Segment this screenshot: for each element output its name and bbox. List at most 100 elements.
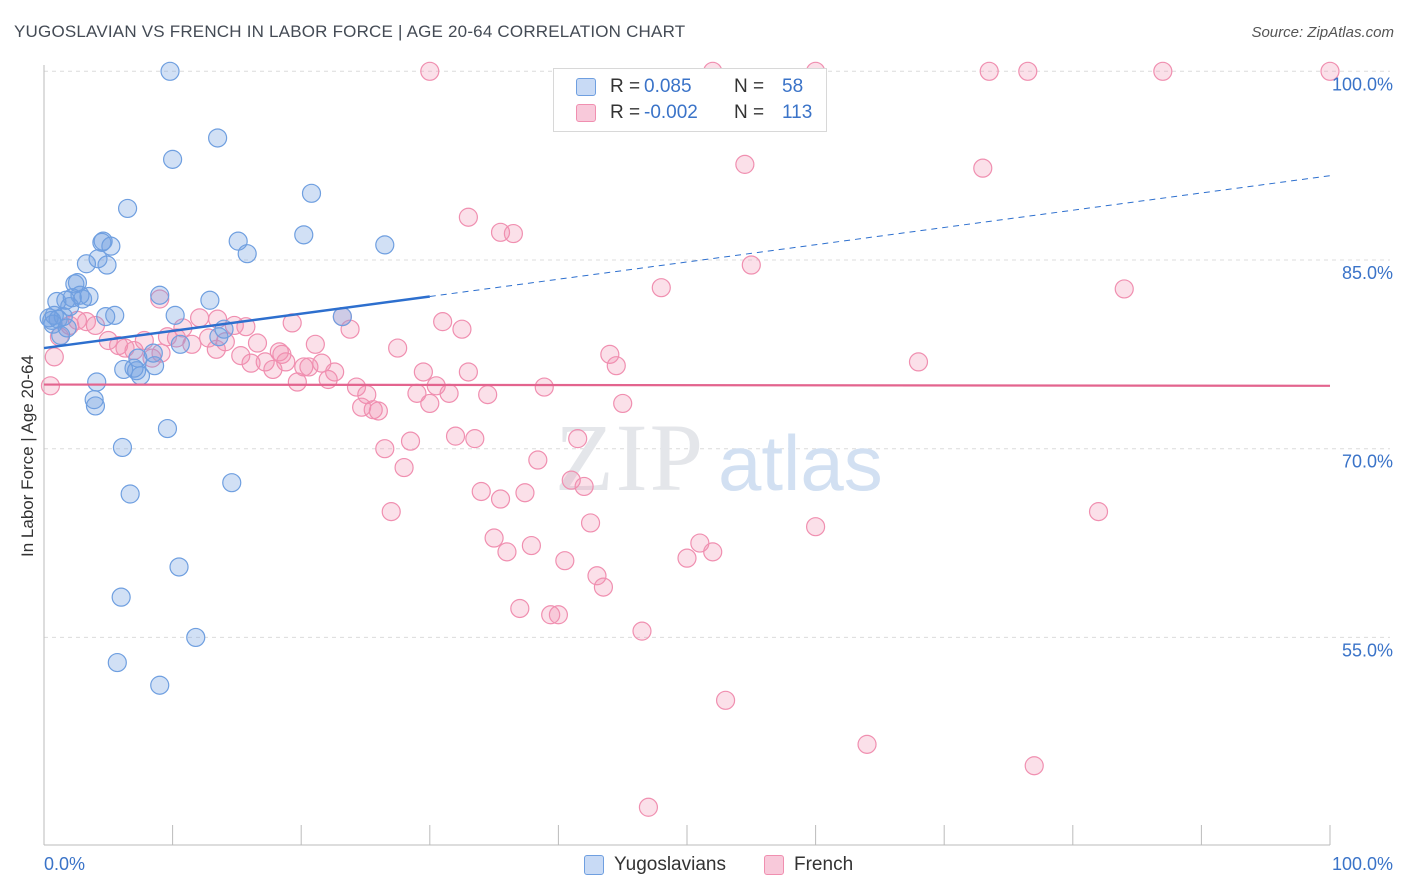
french-point [305,334,325,354]
watermark-atlas: atlas [718,419,883,507]
x-tick-label: 0.0% [44,854,85,874]
legend-n-label: N = [734,102,765,123]
yugoslavian-point [144,356,165,376]
yugoslavian-point [186,627,206,648]
french-point [632,621,652,641]
legend-row-yugoslavians: R = 0.085 N = 58 [576,74,803,100]
french-point [255,352,275,372]
french-point [247,333,268,353]
french-point [515,483,535,503]
french-point [548,605,569,625]
french-point [593,577,614,597]
french-point [439,383,459,403]
french-point [346,377,367,397]
yugoslavian-point [375,235,395,255]
yugoslavian-point [237,244,257,264]
yugoslavian-points [39,61,395,695]
french-points [40,61,1340,817]
french-point [568,429,588,449]
french-point [445,426,466,446]
french-point [908,352,929,372]
y-tick-label: 100.0% [1332,74,1393,94]
french-point [735,154,755,174]
y-tick-label: 55.0% [1342,640,1393,660]
yugoslavian-point [169,557,189,577]
french-point [458,207,478,227]
french-point [1153,61,1173,81]
legend-n-value: 113 [782,102,813,123]
french-point [44,347,64,367]
french-point [497,542,517,562]
yugoslavian-point [57,318,77,338]
yugoslavian-point [208,128,228,148]
bottom-legend-label-french: French [794,854,854,875]
yugoslavian-point [53,307,73,327]
french-point [587,566,607,586]
yugoslavian-point [101,236,121,256]
french-point [325,362,345,382]
bottom-legend-label-yugoslavians: Yugoslavians [614,854,726,875]
french-point [534,377,554,397]
legend-r-label: R = [610,102,641,123]
french-point [555,551,575,571]
legend-n-value: 58 [782,76,804,97]
yugoslavian-point [76,254,97,274]
french-point [510,598,530,619]
yugoslavian-point [294,225,314,245]
french-point [484,528,504,548]
french-point [231,346,251,366]
yugoslavian-point [332,307,352,327]
french-point [465,429,485,449]
legend-swatch-french [576,104,596,122]
bottom-legend-french: French [764,852,853,878]
legend-r-value: 0.085 [644,76,692,97]
source-label: Source: ZipAtlas.com [1251,24,1394,41]
french-point [490,222,511,242]
yugoslavian-point [150,285,170,305]
french-point [471,481,491,502]
axes [43,65,1331,846]
french-point [979,61,999,81]
french-point [651,278,671,298]
french-point [375,439,395,459]
french-point [458,362,478,382]
trend-lines [43,175,1331,387]
french-point [190,308,210,328]
french-point [715,690,736,710]
yugoslavian-point [200,290,220,310]
french-point [528,450,548,470]
yugoslavian-point [107,652,127,673]
french-point [394,457,414,478]
bottom-legend-swatch-french [764,855,784,875]
watermark: ZIP atlas [555,404,883,511]
french-point [638,797,659,817]
french-point [241,353,261,373]
yugoslavian-point [150,675,170,695]
yugoslavian-point [87,372,107,392]
french-point [574,476,594,497]
french-point [613,393,633,414]
french-point [294,357,314,377]
gridlines [44,70,1390,638]
french-point [805,517,826,537]
yugoslavian-point [97,255,117,275]
bottom-legend-yugoslavians: Yugoslavians [584,852,726,878]
french-point [388,338,408,358]
yugoslavian-point [301,183,322,203]
french-point [490,489,511,509]
french-point [420,61,440,81]
french-point [182,334,202,354]
french-point [368,401,388,421]
french-point [741,255,761,275]
french-point [1018,61,1038,81]
french-point [1088,502,1109,522]
french-point [400,431,421,451]
yugoslavian-point [112,437,133,458]
french-point [420,393,440,414]
french-point [299,357,319,377]
french-point [1320,61,1340,81]
yugoslavian-point [170,334,190,354]
yugoslavian-point [160,61,180,81]
french-point [1114,279,1134,299]
y-tick-label: 70.0% [1342,452,1393,472]
